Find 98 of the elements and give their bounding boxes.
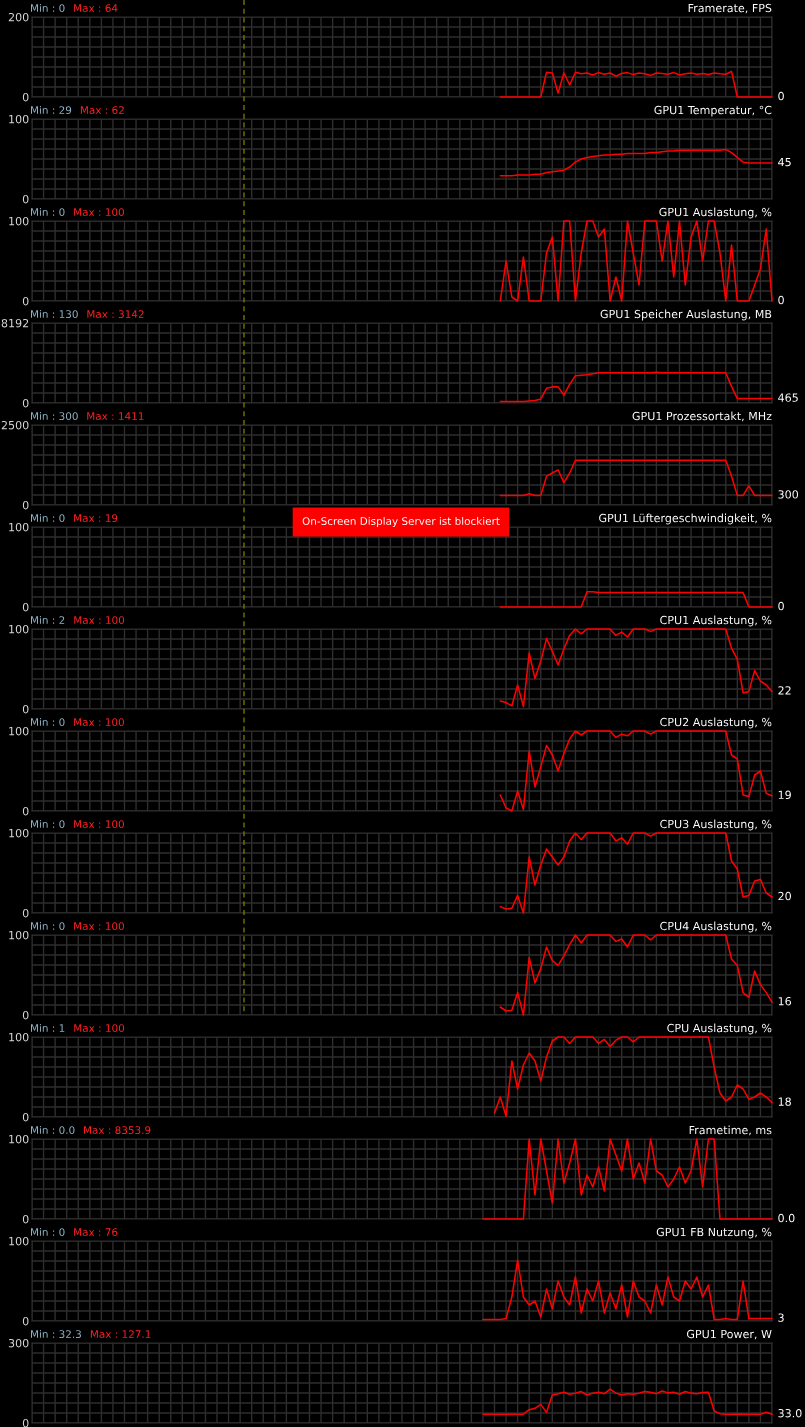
chart-title: CPU3 Auslastung, % xyxy=(660,819,772,831)
line-series xyxy=(499,934,773,1016)
y-tick-label: 0 xyxy=(22,296,29,306)
chart-title: GPU1 Lüftergeschwindigkeit, % xyxy=(599,513,772,525)
text: Max : 3142 xyxy=(87,310,144,319)
text: 19 xyxy=(778,790,791,800)
line-series xyxy=(482,1138,773,1220)
text: Min : 0 xyxy=(31,1227,65,1237)
y-tick-label: 0 xyxy=(22,194,29,204)
y-tick-label: 0 xyxy=(22,1214,29,1224)
chart-title: GPU1 Power, W xyxy=(686,1329,772,1340)
text: 3 xyxy=(778,1313,784,1322)
y-tick-label: 0 xyxy=(22,1010,29,1020)
text: Max : 64 xyxy=(74,4,118,13)
y-tick-label: 0 xyxy=(22,1112,29,1122)
line-series xyxy=(499,628,773,708)
text: Min : 0 xyxy=(31,921,65,931)
text: 45 xyxy=(778,157,791,167)
y-tick-label: 100 xyxy=(9,828,29,838)
annotation: On-Screen Display Server ist blockiert xyxy=(302,516,500,528)
text: Min : 0 xyxy=(31,717,65,727)
chart-title: CPU4 Auslastung, % xyxy=(660,921,772,933)
y-tick-label: 0 xyxy=(22,500,29,510)
line-series xyxy=(499,148,773,177)
chart-title: Framerate, FPS xyxy=(688,3,772,14)
y-tick-label: 0 xyxy=(22,1418,29,1427)
text: 18 xyxy=(778,1097,791,1106)
text: Min : 0.0 xyxy=(31,1125,75,1135)
y-tick-label: 100 xyxy=(9,216,29,226)
text: 22 xyxy=(778,686,791,695)
chart-title: CPU2 Auslastung, % xyxy=(660,717,772,729)
text: Min : 0 xyxy=(31,513,65,523)
line-series xyxy=(499,371,773,403)
y-tick-label: 100 xyxy=(9,930,29,940)
line-series xyxy=(493,1036,773,1117)
line-series xyxy=(499,730,773,812)
text: Min : 0 xyxy=(31,3,65,13)
text: 0 xyxy=(778,601,784,611)
text: Max : 19 xyxy=(74,514,118,523)
text: Max : 100 xyxy=(74,616,125,625)
chart-title: GPU1 Temperatur, °C xyxy=(654,105,772,117)
text: Max : 100 xyxy=(74,820,124,829)
text: 0 xyxy=(778,91,784,101)
y-tick-label: 300 xyxy=(8,1338,29,1348)
y-tick-label: 100 xyxy=(9,1236,29,1246)
y-tick-label: 100 xyxy=(9,1134,29,1144)
chart-title: GPU1 FB Nutzung, % xyxy=(656,1227,772,1239)
text: Min : 1 xyxy=(31,1023,65,1032)
line-series xyxy=(499,459,773,497)
chart-title: Frametime, ms xyxy=(689,1125,772,1136)
text: 33.0 xyxy=(778,1409,802,1418)
text: Max : 100 xyxy=(74,718,124,727)
y-tick-label: 100 xyxy=(9,1032,29,1042)
line-series xyxy=(482,1388,773,1415)
y-tick-label: 0 xyxy=(22,92,29,102)
text: 465 xyxy=(778,393,798,402)
y-tick-label: 100 xyxy=(9,114,29,124)
text: Max : 127.1 xyxy=(90,1330,151,1339)
y-tick-label: 0 xyxy=(22,908,29,918)
y-tick-label: 100 xyxy=(9,522,29,532)
text: 20 xyxy=(778,891,791,901)
text: Max : 8353.9 xyxy=(84,1126,151,1135)
text: Max : 100 xyxy=(74,208,124,217)
y-tick-label: 0 xyxy=(22,398,29,408)
text: 16 xyxy=(778,997,791,1006)
chart-title: GPU1 Auslastung, % xyxy=(659,207,772,219)
line-series xyxy=(482,1259,773,1321)
text: 300 xyxy=(778,490,799,499)
text: Min : 0 xyxy=(31,819,65,829)
text: 0 xyxy=(778,295,784,305)
text: Max : 1411 xyxy=(87,412,144,421)
text: Max : 100 xyxy=(74,922,124,931)
y-tick-label: 2500 xyxy=(1,420,29,430)
y-tick-label: 100 xyxy=(9,624,29,634)
text: Max : 76 xyxy=(74,1228,118,1237)
line-series xyxy=(499,220,773,302)
text: Min : 29 xyxy=(31,105,72,115)
y-tick-label: 200 xyxy=(8,12,29,22)
chart-title: GPU1 Prozessortakt, MHz xyxy=(632,411,772,422)
text: Min : 130 xyxy=(31,309,78,319)
y-tick-label: 8192 xyxy=(1,318,29,328)
y-tick-label: 100 xyxy=(9,726,29,736)
y-tick-label: 0 xyxy=(22,1316,29,1326)
chart-title: CPU Auslastung, % xyxy=(667,1023,772,1035)
text: Min : 0 xyxy=(31,207,65,217)
text: Max : 62 xyxy=(80,106,124,115)
text: 0.0 xyxy=(778,1213,795,1223)
y-tick-label: 0 xyxy=(22,602,29,612)
line-series xyxy=(499,70,773,98)
text: Min : 2 xyxy=(31,615,65,624)
chart-title: GPU1 Speicher Auslastung, MB xyxy=(600,309,772,321)
text: Min : 32.3 xyxy=(31,1329,81,1339)
text: Min : 300 xyxy=(31,411,78,421)
y-tick-label: 0 xyxy=(22,704,29,714)
y-tick-label: 0 xyxy=(22,806,29,816)
text: Max : 100 xyxy=(74,1024,125,1033)
line-series xyxy=(499,832,773,914)
chart-title: CPU1 Auslastung, % xyxy=(660,615,772,627)
